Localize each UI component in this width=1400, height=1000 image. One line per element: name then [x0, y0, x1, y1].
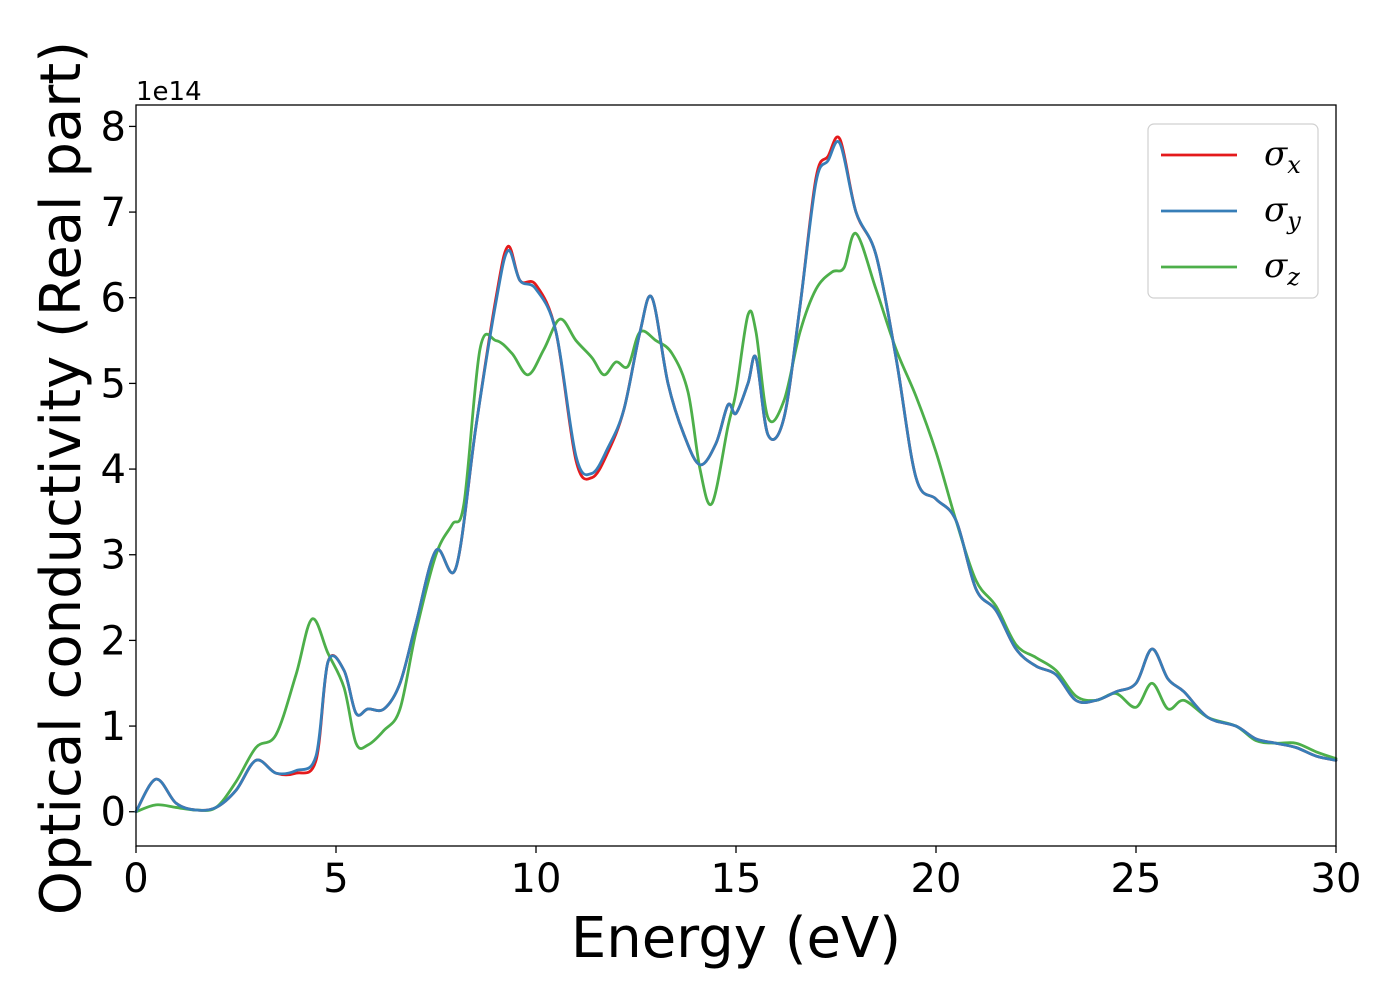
- y-tick-label: 8: [101, 104, 126, 150]
- x-axis-title: Energy (eV): [571, 906, 901, 971]
- x-tick-label: 15: [711, 856, 762, 902]
- y-tick-label: 1: [101, 704, 126, 750]
- y-tick-label: 0: [101, 790, 126, 836]
- y-tick-label: 7: [101, 190, 126, 236]
- x-tick-label: 10: [511, 856, 562, 902]
- x-axis-ticks: 0 5 10 15 20 25 30: [123, 846, 1361, 902]
- y-tick-label: 6: [101, 276, 126, 322]
- legend-label: σy: [1264, 190, 1301, 235]
- x-tick-label: 20: [911, 856, 962, 902]
- legend-item-x: σx: [1161, 134, 1301, 179]
- series-layer: [134, 135, 1338, 814]
- y-axis-title: Optical conductivity (Real part): [29, 41, 94, 915]
- legend-item-y: σy: [1161, 190, 1301, 235]
- y-tick-label: 3: [101, 533, 126, 579]
- plot-frame: [135, 104, 1337, 847]
- y-tick-label: 4: [101, 447, 126, 493]
- series-line-y: [134, 140, 1338, 814]
- x-tick-label: 25: [1111, 856, 1162, 902]
- y-axis-ticks: 0 1 2 3 4 5 6 7 8: [101, 104, 136, 836]
- legend-item-z: σz: [1161, 246, 1300, 291]
- y-tick-label: 2: [101, 618, 126, 664]
- legend: σx σy σz: [1147, 123, 1319, 299]
- y-tick-label: 5: [101, 361, 126, 407]
- series-line-z: [134, 232, 1338, 814]
- x-tick-label: 30: [1311, 856, 1362, 902]
- x-tick-label: 5: [323, 856, 348, 902]
- legend-label: σz: [1264, 246, 1300, 291]
- legend-label: σx: [1264, 134, 1301, 179]
- y-axis-offset-label: 1e14: [136, 77, 202, 107]
- x-tick-label: 0: [123, 856, 148, 902]
